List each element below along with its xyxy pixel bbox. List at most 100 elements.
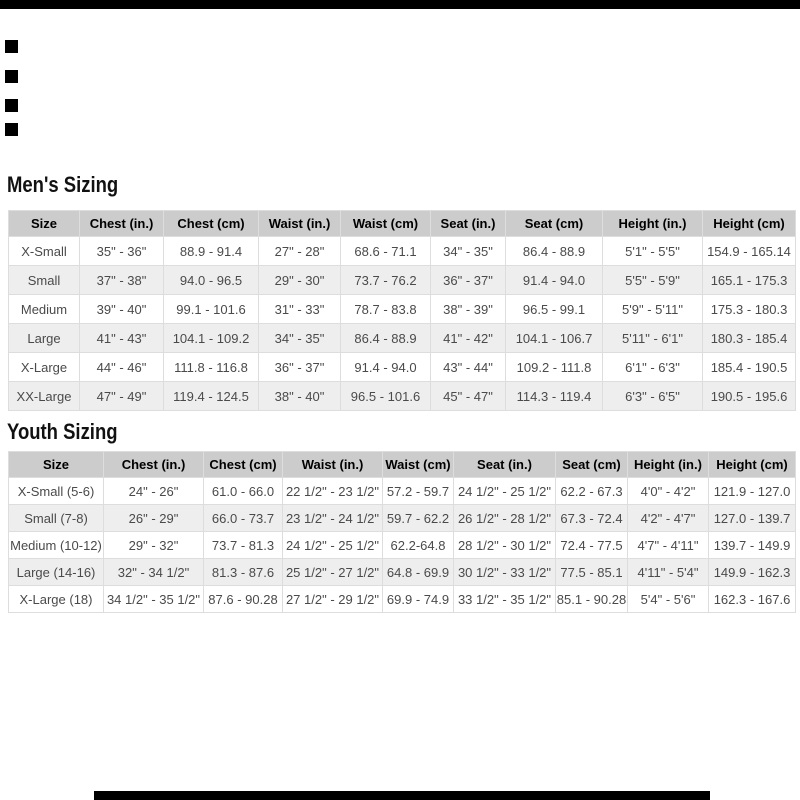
- column-header: Height (in.): [602, 210, 703, 237]
- column-header: Chest (cm): [203, 451, 283, 478]
- table-cell: 34" - 35": [258, 323, 341, 353]
- table-cell: Small: [8, 265, 80, 295]
- table-cell: 109.2 - 111.8: [505, 352, 603, 382]
- table-cell: 99.1 - 101.6: [163, 294, 259, 324]
- table-cell: 36" - 37": [430, 265, 506, 295]
- table-cell: 33 1/2" - 35 1/2": [453, 585, 556, 613]
- table-cell: 190.5 - 195.6: [702, 381, 796, 411]
- table-cell: 41" - 42": [430, 323, 506, 353]
- image-placeholder-icon: [5, 123, 18, 136]
- table-cell: 4'7" - 4'11": [627, 531, 709, 559]
- table-row: Small (7-8) 26" - 29" 66.0 - 73.7 23 1/2" -…: [8, 504, 796, 532]
- table-cell: 121.9 - 127.0: [708, 477, 796, 505]
- column-header: Waist (in.): [258, 210, 341, 237]
- table-row: X-Large (18) 34 1/2" - 35 1/2" 87.6 - 90.2…: [8, 585, 796, 613]
- table-cell: 4'11" - 5'4": [627, 558, 709, 586]
- table-cell: 69.9 - 74.9: [382, 585, 454, 613]
- table-cell: 127.0 - 139.7: [708, 504, 796, 532]
- table-cell: 91.4 - 94.0: [340, 352, 431, 382]
- column-header: Height (cm): [702, 210, 796, 237]
- image-placeholder-icon: [5, 70, 18, 83]
- table-cell: 73.7 - 76.2: [340, 265, 431, 295]
- table-cell: 165.1 - 175.3: [702, 265, 796, 295]
- table-cell: 24 1/2" - 25 1/2": [453, 477, 556, 505]
- table-header-row: Size Chest (in.) Chest (cm) Waist (in.) Wais…: [8, 210, 796, 237]
- table-cell: 139.7 - 149.9: [708, 531, 796, 559]
- table-cell: 36" - 37": [258, 352, 341, 382]
- table-cell: 25 1/2" - 27 1/2": [282, 558, 383, 586]
- table-cell: 31" - 33": [258, 294, 341, 324]
- table-cell: 111.8 - 116.8: [163, 352, 259, 382]
- table-cell: Medium (10-12): [8, 531, 104, 559]
- table-cell: 35" - 36": [79, 236, 164, 266]
- image-placeholder-icon: [5, 40, 18, 53]
- table-cell: 39" - 40": [79, 294, 164, 324]
- table-cell: 5'5" - 5'9": [602, 265, 703, 295]
- table-cell: 88.9 - 91.4: [163, 236, 259, 266]
- column-header: Chest (in.): [103, 451, 204, 478]
- table-cell: 104.1 - 106.7: [505, 323, 603, 353]
- table-cell: 29" - 30": [258, 265, 341, 295]
- table-cell: 26 1/2" - 28 1/2": [453, 504, 556, 532]
- column-header: Seat (cm): [505, 210, 603, 237]
- table-cell: 119.4 - 124.5: [163, 381, 259, 411]
- table-cell: 64.8 - 69.9: [382, 558, 454, 586]
- table-cell: 96.5 - 101.6: [340, 381, 431, 411]
- table-cell: 81.3 - 87.6: [203, 558, 283, 586]
- table-cell: 34" - 35": [430, 236, 506, 266]
- table-cell: X-Small (5-6): [8, 477, 104, 505]
- table-row: Large 41" - 43" 104.1 - 109.2 34" - 35" 86.4…: [8, 323, 796, 353]
- table-cell: 6'1" - 6'3": [602, 352, 703, 382]
- table-cell: 38" - 39": [430, 294, 506, 324]
- table-row: XX-Large 47" - 49" 119.4 - 124.5 38" - 40" 9…: [8, 381, 796, 411]
- table-cell: 4'0" - 4'2": [627, 477, 709, 505]
- table-cell: 30 1/2" - 33 1/2": [453, 558, 556, 586]
- table-cell: 77.5 - 85.1: [555, 558, 628, 586]
- mens-sizing-title: Men's Sizing: [7, 172, 119, 197]
- table-cell: 27" - 28": [258, 236, 341, 266]
- table-cell: 175.3 - 180.3: [702, 294, 796, 324]
- table-cell: 87.6 - 90.28: [203, 585, 283, 613]
- column-header: Height (in.): [627, 451, 709, 478]
- table-cell: 27 1/2" - 29 1/2": [282, 585, 383, 613]
- youth-sizing-table: Size Chest (in.) Chest (cm) Waist (in.) Wais…: [8, 451, 796, 613]
- table-cell: 62.2 - 67.3: [555, 477, 628, 505]
- table-cell: 28 1/2" - 30 1/2": [453, 531, 556, 559]
- table-cell: X-Large (18): [8, 585, 104, 613]
- table-cell: 68.6 - 71.1: [340, 236, 431, 266]
- table-cell: 24 1/2" - 25 1/2": [282, 531, 383, 559]
- table-row: X-Small 35" - 36" 88.9 - 91.4 27" - 28" 68.6…: [8, 236, 796, 266]
- table-cell: 5'9" - 5'11": [602, 294, 703, 324]
- column-header: Chest (cm): [163, 210, 259, 237]
- bottom-black-bar: [94, 791, 710, 800]
- table-cell: 47" - 49": [79, 381, 164, 411]
- table-row: Medium (10-12) 29" - 32" 73.7 - 81.3 24 1/2…: [8, 531, 796, 559]
- table-cell: XX-Large: [8, 381, 80, 411]
- table-cell: 26" - 29": [103, 504, 204, 532]
- table-cell: 185.4 - 190.5: [702, 352, 796, 382]
- table-cell: 85.1 - 90.28: [555, 585, 628, 613]
- table-cell: 57.2 - 59.7: [382, 477, 454, 505]
- column-header: Waist (in.): [282, 451, 383, 478]
- table-cell: 73.7 - 81.3: [203, 531, 283, 559]
- table-cell: 5'1" - 5'5": [602, 236, 703, 266]
- table-cell: 32" - 34 1/2": [103, 558, 204, 586]
- table-row: X-Small (5-6) 24" - 26" 61.0 - 66.0 22 1/2"…: [8, 477, 796, 505]
- table-cell: 67.3 - 72.4: [555, 504, 628, 532]
- table-cell: Large: [8, 323, 80, 353]
- table-cell: 45" - 47": [430, 381, 506, 411]
- table-row: X-Large 44" - 46" 111.8 - 116.8 36" - 37" 91…: [8, 352, 796, 382]
- table-cell: X-Small: [8, 236, 80, 266]
- table-cell: 91.4 - 94.0: [505, 265, 603, 295]
- column-header: Seat (in.): [430, 210, 506, 237]
- column-header: Height (cm): [708, 451, 796, 478]
- table-header-row: Size Chest (in.) Chest (cm) Waist (in.) Wais…: [8, 451, 796, 478]
- table-row: Medium 39" - 40" 99.1 - 101.6 31" - 33" 78.7…: [8, 294, 796, 324]
- table-cell: 94.0 - 96.5: [163, 265, 259, 295]
- column-header: Seat (cm): [555, 451, 628, 478]
- table-cell: 5'11" - 6'1": [602, 323, 703, 353]
- table-cell: 22 1/2" - 23 1/2": [282, 477, 383, 505]
- table-cell: Medium: [8, 294, 80, 324]
- table-cell: 38" - 40": [258, 381, 341, 411]
- table-cell: 23 1/2" - 24 1/2": [282, 504, 383, 532]
